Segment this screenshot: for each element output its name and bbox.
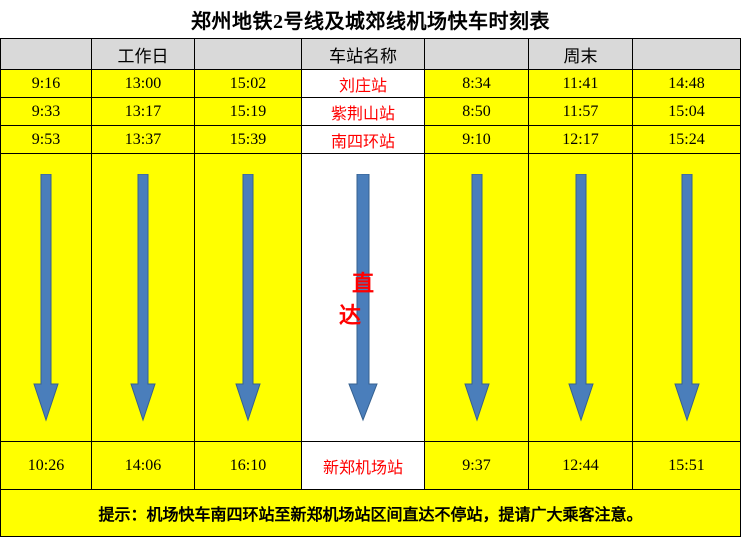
station-name: 刘庄站 xyxy=(338,77,387,95)
station-name-cell: 新郑机场站 xyxy=(302,442,425,490)
page-title: 郑州地铁2号线及城郊线机场快车时刻表 xyxy=(0,0,741,38)
time-value: 12:44 xyxy=(562,456,599,474)
weekday-time-cell: 10:26 xyxy=(0,442,92,490)
weekend-time-cell: 11:41 xyxy=(529,70,633,98)
header-weekday-group-1 xyxy=(0,38,92,70)
arrow-cell xyxy=(0,154,92,442)
time-value: 15:04 xyxy=(668,102,705,120)
time-value: 16:10 xyxy=(229,456,267,474)
down-arrow-icon xyxy=(235,174,261,422)
header-weekday-label: 工作日 xyxy=(92,38,195,70)
weekday-time-cell: 13:17 xyxy=(92,98,195,126)
arrow-cell xyxy=(633,154,741,442)
weekend-time-cell: 9:10 xyxy=(425,126,529,154)
down-arrow-icon xyxy=(567,174,594,422)
time-value: 9:37 xyxy=(462,456,491,474)
time-value: 8:50 xyxy=(462,102,491,120)
time-value: 8:34 xyxy=(462,74,491,92)
table-row: 9:53 13:37 15:39 南四环站 9:10 12:17 15:24 xyxy=(0,126,741,154)
page-title-text: 郑州地铁2号线及城郊线机场快车时刻表 xyxy=(191,10,550,33)
station-name-cell: 南四环站 xyxy=(302,126,425,154)
time-value: 13:17 xyxy=(124,102,162,120)
time-value: 13:37 xyxy=(124,130,162,148)
direct-run-band: 直 达 xyxy=(0,154,741,442)
weekday-time-cell: 9:33 xyxy=(0,98,92,126)
arrow-cell xyxy=(195,154,302,442)
weekend-time-cell: 14:48 xyxy=(633,70,741,98)
weekend-time-cell: 8:34 xyxy=(425,70,529,98)
time-value: 14:06 xyxy=(124,456,162,474)
direct-label: 直 达 xyxy=(338,270,400,328)
station-name: 新郑机场站 xyxy=(322,459,403,477)
weekday-time-cell: 15:39 xyxy=(195,126,302,154)
weekend-time-cell: 15:51 xyxy=(633,442,741,490)
direct-arrow-cell: 直 达 xyxy=(302,154,425,442)
arrow-cell xyxy=(425,154,529,442)
weekday-time-cell: 14:06 xyxy=(92,442,195,490)
weekday-time-cell: 15:02 xyxy=(195,70,302,98)
time-value: 15:51 xyxy=(668,456,705,474)
weekend-time-cell: 12:17 xyxy=(529,126,633,154)
header-station-label: 车站名称 xyxy=(302,38,425,70)
down-arrow-icon xyxy=(463,174,490,422)
header-weekend-group-3 xyxy=(633,38,741,70)
time-value: 13:00 xyxy=(124,74,162,92)
table-row: 9:33 13:17 15:19 紫荆山站 8:50 11:57 15:04 xyxy=(0,98,741,126)
weekend-time-cell: 15:24 xyxy=(633,126,741,154)
down-arrow-icon xyxy=(33,174,59,422)
table-header-row: 工作日 车站名称 周末 xyxy=(0,38,741,70)
weekday-time-cell: 9:53 xyxy=(0,126,92,154)
time-value: 10:26 xyxy=(27,456,65,474)
station-name-cell: 紫荆山站 xyxy=(302,98,425,126)
time-value: 11:41 xyxy=(562,74,599,92)
footer-note-text: 提示：机场快车南四环站至新郑机场站区间直达不停站，提请广大乘客注意。 xyxy=(98,507,643,524)
down-arrow-icon xyxy=(130,174,156,422)
weekday-time-cell: 9:16 xyxy=(0,70,92,98)
weekend-time-cell: 11:57 xyxy=(529,98,633,126)
arrow-cell xyxy=(529,154,633,442)
time-value: 9:10 xyxy=(462,130,491,148)
table-row: 9:16 13:00 15:02 刘庄站 8:34 11:41 14:48 xyxy=(0,70,741,98)
weekday-time-cell: 13:37 xyxy=(92,126,195,154)
time-value: 15:39 xyxy=(229,130,267,148)
time-value: 12:17 xyxy=(562,130,599,148)
station-name: 紫荆山站 xyxy=(330,105,395,123)
weekend-time-cell: 12:44 xyxy=(529,442,633,490)
weekday-time-cell: 16:10 xyxy=(195,442,302,490)
time-value: 9:16 xyxy=(31,74,61,92)
weekend-time-cell: 15:04 xyxy=(633,98,741,126)
station-name: 南四环站 xyxy=(330,133,395,151)
weekend-time-cell: 8:50 xyxy=(425,98,529,126)
down-arrow-icon xyxy=(348,174,378,422)
footer-note: 提示：机场快车南四环站至新郑机场站区间直达不停站，提请广大乘客注意。 xyxy=(0,490,741,537)
header-weekend-group-1 xyxy=(425,38,529,70)
weekday-time-cell: 13:00 xyxy=(92,70,195,98)
arrow-cell xyxy=(92,154,195,442)
time-value: 9:53 xyxy=(31,130,61,148)
weekend-time-cell: 9:37 xyxy=(425,442,529,490)
time-value: 15:02 xyxy=(229,74,267,92)
time-value: 15:24 xyxy=(668,130,705,148)
weekday-time-cell: 15:19 xyxy=(195,98,302,126)
time-value: 11:57 xyxy=(562,102,599,120)
header-weekday-group-3 xyxy=(195,38,302,70)
time-value: 14:48 xyxy=(668,74,705,92)
time-value: 9:33 xyxy=(31,102,61,120)
time-value: 15:19 xyxy=(229,102,267,120)
header-weekend-label: 周末 xyxy=(529,38,633,70)
down-arrow-icon xyxy=(673,174,700,422)
station-name-cell: 刘庄站 xyxy=(302,70,425,98)
table-row-final: 10:26 14:06 16:10 新郑机场站 9:37 12:44 15:51 xyxy=(0,442,741,490)
